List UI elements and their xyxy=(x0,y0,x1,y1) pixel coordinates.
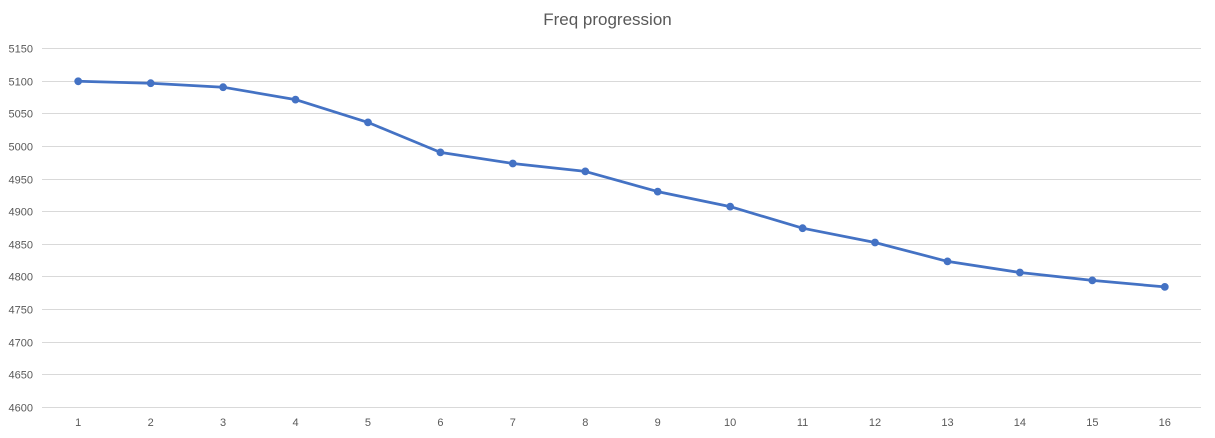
x-tick-label: 6 xyxy=(437,417,443,429)
data-point xyxy=(943,257,952,266)
chart-title: Freq progression xyxy=(543,10,672,29)
y-tick-label: 5100 xyxy=(9,77,33,89)
y-tick-label: 4650 xyxy=(9,370,33,382)
data-point xyxy=(364,118,372,127)
series-line xyxy=(76,79,1167,289)
x-tick-label: 7 xyxy=(510,417,516,429)
data-point xyxy=(1088,276,1097,285)
data-point xyxy=(653,187,662,196)
y-tick-label: 5150 xyxy=(9,44,33,56)
data-point xyxy=(726,202,735,211)
y-tick-label: 5050 xyxy=(9,109,33,121)
x-axis-ticks: 1 2 3 4 5 6 7 8 9 10 11 12 13 14 15 16 xyxy=(75,417,1171,429)
x-tick-label: 3 xyxy=(220,417,226,429)
data-point xyxy=(146,79,155,88)
y-tick-label: 4850 xyxy=(9,240,33,252)
y-tick-label: 5000 xyxy=(9,142,33,154)
y-axis-ticks: 4600 4650 4700 4750 4800 4850 4900 4950 5000 5050… xyxy=(9,44,33,415)
x-tick-label: 11 xyxy=(797,417,808,429)
data-point xyxy=(508,159,517,168)
data-point xyxy=(74,77,83,86)
x-tick-label: 13 xyxy=(941,417,953,429)
x-tick-label: 14 xyxy=(1014,417,1026,429)
x-tick-label: 15 xyxy=(1086,417,1098,429)
data-point xyxy=(798,224,807,233)
x-tick-label: 5 xyxy=(365,417,371,429)
data-point xyxy=(871,238,879,247)
data-point xyxy=(219,83,228,92)
data-point xyxy=(436,148,445,157)
data-point xyxy=(1160,283,1169,291)
data-point xyxy=(291,95,300,104)
x-tick-label: 9 xyxy=(655,417,661,429)
data-point xyxy=(581,167,590,176)
y-tick-label: 4600 xyxy=(9,403,33,415)
x-tick-label: 4 xyxy=(292,417,298,429)
x-tick-label: 10 xyxy=(724,417,736,429)
y-tick-label: 4900 xyxy=(9,207,33,219)
gridlines xyxy=(42,48,1201,408)
x-tick-label: 2 xyxy=(148,417,154,429)
y-tick-label: 4700 xyxy=(9,338,33,350)
x-tick-label: 8 xyxy=(582,417,588,429)
y-tick-label: 4800 xyxy=(9,272,33,284)
series-layer xyxy=(74,77,1169,291)
x-tick-label: 1 xyxy=(75,417,81,429)
y-tick-label: 4950 xyxy=(9,175,33,187)
data-point xyxy=(1016,268,1024,277)
y-tick-label: 4750 xyxy=(9,305,33,317)
x-tick-label: 12 xyxy=(869,417,881,429)
x-tick-label: 16 xyxy=(1159,417,1171,429)
